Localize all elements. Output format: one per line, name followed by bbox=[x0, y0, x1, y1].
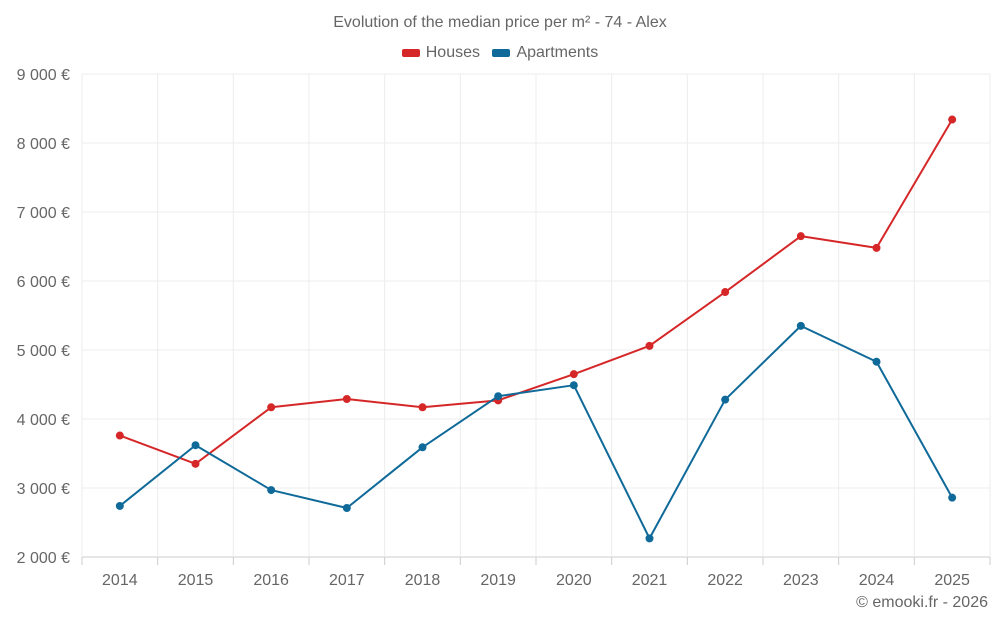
y-tick-label: 4 000 € bbox=[17, 412, 70, 429]
data-point-apartments bbox=[342, 504, 351, 513]
data-point-houses bbox=[796, 232, 805, 241]
data-point-houses bbox=[569, 370, 578, 379]
x-tick-label: 2022 bbox=[707, 572, 743, 589]
data-point-apartments bbox=[569, 381, 578, 390]
x-tick-label: 2018 bbox=[405, 572, 441, 589]
chart-title: Evolution of the median price per m² - 7… bbox=[333, 14, 667, 31]
x-tick-label: 2025 bbox=[934, 572, 970, 589]
x-tick-label: 2020 bbox=[556, 572, 592, 589]
x-tick-label: 2024 bbox=[859, 572, 895, 589]
data-point-houses bbox=[872, 243, 881, 252]
data-point-houses bbox=[191, 459, 200, 468]
y-tick-label: 9 000 € bbox=[17, 67, 70, 84]
legend-label-apartments: Apartments bbox=[516, 44, 599, 61]
x-tick-label: 2023 bbox=[783, 572, 819, 589]
data-point-houses bbox=[948, 115, 957, 124]
data-point-apartments bbox=[796, 321, 805, 330]
x-tick-label: 2014 bbox=[102, 572, 138, 589]
y-tick-label: 6 000 € bbox=[17, 274, 70, 291]
series-line-apartments bbox=[119, 324, 954, 540]
chart-footer: © emooki.fr - 2026 bbox=[856, 594, 988, 611]
legend-label-houses: Houses bbox=[425, 44, 480, 61]
y-tick-label: 2 000 € bbox=[17, 550, 70, 567]
data-point-houses bbox=[645, 341, 654, 350]
data-point-apartments bbox=[721, 395, 730, 404]
legend-item-apartments[interactable]: Apartments bbox=[492, 44, 598, 62]
x-tick-label: 2017 bbox=[329, 572, 365, 589]
legend-swatch-apartments bbox=[492, 49, 511, 57]
x-tick-label: 2016 bbox=[253, 572, 289, 589]
data-point-apartments bbox=[115, 501, 124, 510]
series-line-houses bbox=[119, 119, 954, 465]
data-point-houses bbox=[721, 288, 730, 297]
data-point-apartments bbox=[494, 392, 503, 401]
x-tick-label: 2021 bbox=[632, 572, 668, 589]
y-tick-label: 5 000 € bbox=[17, 343, 70, 360]
legend-swatch-houses bbox=[401, 49, 420, 57]
legend-item-houses[interactable]: Houses bbox=[401, 44, 480, 62]
x-tick-label: 2019 bbox=[480, 572, 516, 589]
chart-legend: Houses Apartments bbox=[0, 44, 1000, 62]
data-point-apartments bbox=[872, 357, 881, 366]
data-point-houses bbox=[342, 394, 351, 403]
data-point-apartments bbox=[645, 534, 654, 543]
data-point-houses bbox=[418, 403, 427, 412]
data-point-apartments bbox=[418, 443, 427, 452]
data-point-houses bbox=[115, 431, 124, 440]
data-point-houses bbox=[267, 403, 276, 412]
y-tick-label: 8 000 € bbox=[17, 136, 70, 153]
y-tick-label: 3 000 € bbox=[17, 481, 70, 498]
data-point-apartments bbox=[948, 493, 957, 502]
data-point-apartments bbox=[191, 441, 200, 450]
y-tick-label: 7 000 € bbox=[17, 205, 70, 222]
x-tick-label: 2015 bbox=[178, 572, 214, 589]
data-point-apartments bbox=[267, 486, 276, 495]
